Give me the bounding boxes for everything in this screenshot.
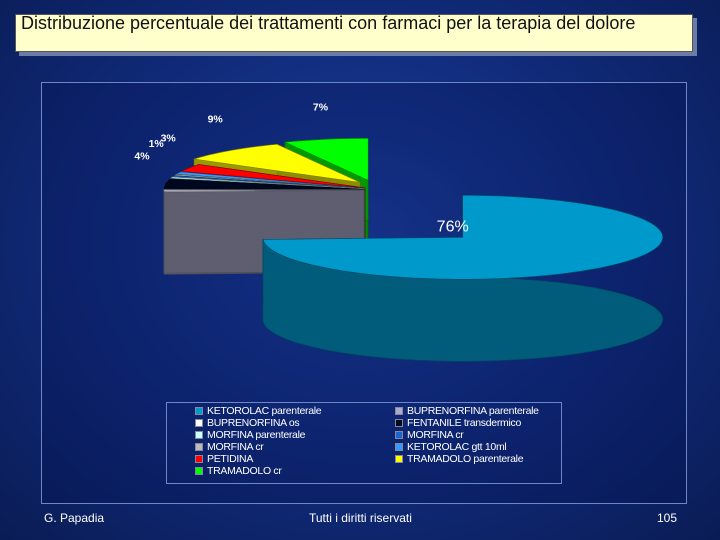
legend-label: KETOROLAC gtt 10ml	[407, 441, 507, 453]
legend-label: MORFINA cr	[207, 441, 264, 453]
legend-item: TRAMADOLO cr	[195, 465, 321, 477]
slide-title: Distribuzione percentuale dei trattament…	[21, 13, 636, 33]
legend-swatch	[395, 419, 403, 428]
legend-item: TRAMADOLO parenterale	[395, 453, 539, 465]
legend-swatch	[195, 407, 203, 416]
legend-label: KETOROLAC parenterale	[207, 405, 322, 417]
legend-swatch	[195, 419, 203, 428]
legend-label: FENTANILE transdermico	[407, 417, 521, 429]
slice-data-label: 1%	[149, 138, 165, 150]
legend-swatch	[195, 467, 203, 476]
title-box: Distribuzione percentuale dei trattament…	[15, 14, 693, 52]
slice-data-label: 3%	[161, 132, 177, 144]
legend-item: BUPRENORFINA os	[195, 417, 321, 429]
legend-label: MORFINA parenterale	[207, 429, 306, 441]
legend-item: KETOROLAC parenterale	[195, 405, 322, 417]
slice-data-label: 9%	[208, 114, 224, 126]
slice-data-label: 4%	[134, 150, 150, 162]
legend-label: PETIDINA	[207, 453, 254, 465]
legend-swatch	[395, 455, 403, 464]
chart-legend: KETOROLAC parenterale BUPRENORFINA os MORF…	[166, 402, 562, 484]
legend-item: MORFINA cr	[195, 441, 321, 453]
legend-item: MORFINA cr	[395, 429, 539, 441]
legend-item: PETIDINA	[195, 453, 321, 465]
legend-label: MORFINA cr	[407, 429, 464, 441]
legend-swatch	[395, 431, 403, 440]
slice-data-label: 76%	[437, 218, 469, 235]
legend-label: BUPRENORFINA parenterale	[407, 405, 539, 417]
legend-item: KETOROLAC gtt 10ml	[395, 441, 539, 453]
legend-item: FENTANILE transdermico	[395, 417, 539, 429]
pie-slice-ketorolac-parenterale	[262, 195, 663, 362]
legend-swatch	[395, 443, 403, 452]
footer-page-number: 105	[657, 511, 678, 525]
legend-swatch	[195, 443, 203, 452]
legend-swatch	[195, 431, 203, 440]
footer-rights: Tutti i diritti riservati	[309, 511, 412, 525]
legend-swatch	[395, 407, 403, 416]
legend-item: MORFINA parenterale	[195, 429, 321, 441]
legend-label: TRAMADOLO cr	[207, 465, 282, 477]
slice-data-label: 7%	[313, 101, 329, 113]
legend-item: BUPRENORFINA parenterale	[395, 405, 539, 417]
footer-author: G. Papadia	[44, 511, 105, 525]
legend-column-left: KETOROLAC parenterale BUPRENORFINA os MORF…	[195, 405, 322, 477]
legend-label: TRAMADOLO parenterale	[407, 453, 524, 465]
legend-label: BUPRENORFINA os	[207, 417, 300, 429]
legend-column-right: BUPRENORFINA parenterale FENTANILE transd…	[395, 405, 539, 465]
legend-swatch	[195, 455, 203, 464]
